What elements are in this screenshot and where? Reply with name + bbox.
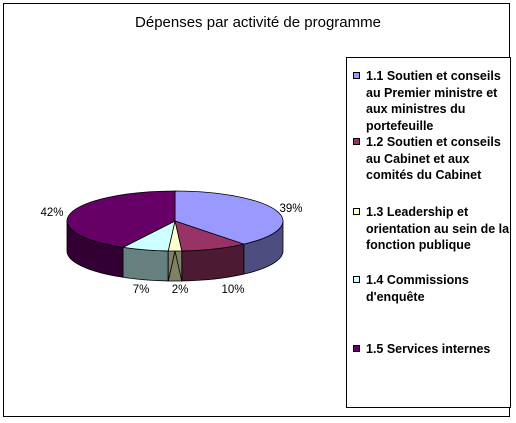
chart-legend: 1.1 Soutien et conseils au Premier minis… xyxy=(346,57,511,408)
pie-data-label: 7% xyxy=(133,284,150,296)
pie-slice-side xyxy=(122,246,169,282)
legend-label: 1.1 Soutien et conseils au Premier minis… xyxy=(366,69,501,133)
pie-data-label: 10% xyxy=(221,284,244,296)
pie-data-label: 2% xyxy=(172,284,189,296)
legend-label: 1.5 Services internes xyxy=(366,342,491,356)
pie-data-label: 42% xyxy=(40,207,63,219)
legend-swatch xyxy=(353,72,360,79)
legend-swatch xyxy=(353,345,360,352)
legend-label: 1.4 Commissions d'enquête xyxy=(366,273,469,304)
legend-swatch xyxy=(353,138,360,145)
pie-slice xyxy=(66,190,176,248)
chart-title: Dépenses par activité de programme xyxy=(135,14,381,31)
pie-slice xyxy=(174,190,284,245)
pie-top xyxy=(66,190,284,252)
legend-label: 1.3 Leadership et orientation au sein de… xyxy=(366,205,510,252)
legend-swatch xyxy=(353,208,360,215)
pie-data-label: 39% xyxy=(279,203,302,215)
legend-swatch xyxy=(353,276,360,283)
legend-label: 1.2 Soutien et conseils au Cabinet et au… xyxy=(366,135,501,182)
pie-data-labels: 39% 10% 2% 7% 42% xyxy=(40,203,302,296)
